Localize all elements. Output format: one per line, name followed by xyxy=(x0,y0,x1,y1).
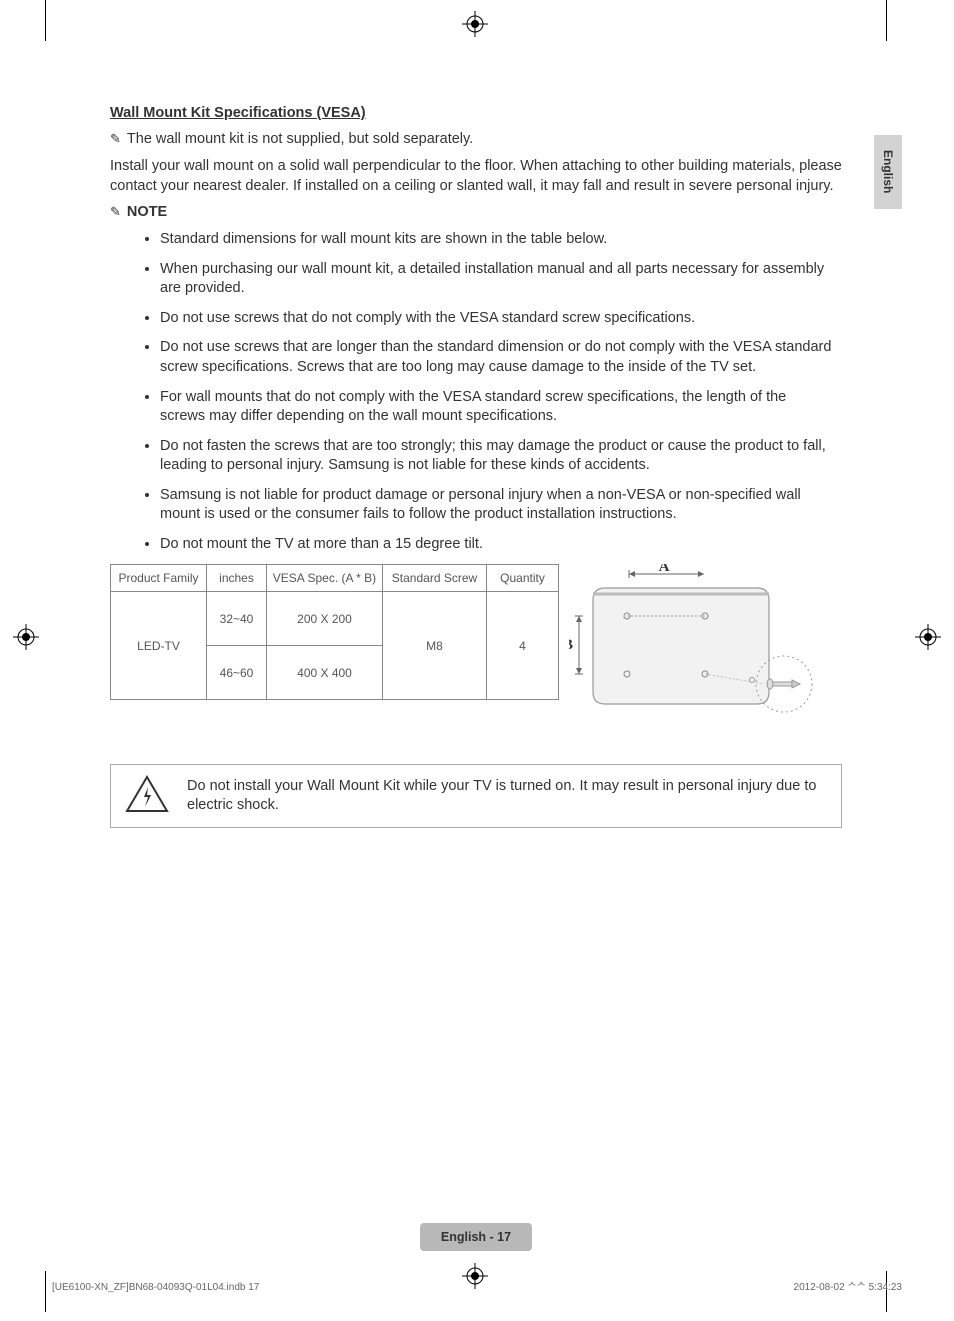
list-item: Standard dimensions for wall mount kits … xyxy=(160,230,842,250)
print-filename: [UE6100-XN_ZF]BN68-04093Q-01L04.indb 17 xyxy=(52,1282,259,1293)
registration-mark-icon xyxy=(462,1263,488,1293)
body-paragraph: Install your wall mount on a solid wall … xyxy=(110,157,842,196)
diagram-label-b: B xyxy=(569,637,573,653)
shock-warning-icon xyxy=(125,775,169,817)
col-header-quantity: Quantity xyxy=(487,565,559,592)
crop-mark xyxy=(886,0,887,41)
note-icon: ✎ xyxy=(110,204,121,220)
cell-inches: 46~60 xyxy=(207,646,267,700)
spec-table: Product Family inches VESA Spec. (A * B)… xyxy=(110,564,559,700)
registration-mark-icon xyxy=(462,11,488,41)
cell-vesa: 400 X 400 xyxy=(267,646,383,700)
list-item: Do not fasten the screws that are too st… xyxy=(160,437,842,476)
page-footer-text: English - 17 xyxy=(441,1230,511,1244)
page-footer-badge: English - 17 xyxy=(420,1223,532,1251)
list-item: For wall mounts that do not comply with … xyxy=(160,388,842,427)
registration-mark-icon xyxy=(915,624,941,654)
list-item: Do not mount the TV at more than a 15 de… xyxy=(160,535,842,555)
col-header-screw: Standard Screw xyxy=(383,565,487,592)
col-header-vesa: VESA Spec. (A * B) xyxy=(267,565,383,592)
cell-inches: 32~40 xyxy=(207,592,267,646)
cell-product-family: LED-TV xyxy=(111,592,207,700)
section-title: Wall Mount Kit Specifications (VESA) xyxy=(110,105,842,121)
registration-mark-icon xyxy=(13,624,39,654)
language-tab-label: English xyxy=(881,150,895,193)
tv-back-diagram: A B xyxy=(569,564,829,714)
crop-mark xyxy=(45,0,46,41)
language-tab: English xyxy=(874,135,902,209)
page-content: Wall Mount Kit Specifications (VESA) ✎ T… xyxy=(110,105,842,828)
table-header-row: Product Family inches VESA Spec. (A * B)… xyxy=(111,565,559,592)
warning-text: Do not install your Wall Mount Kit while… xyxy=(187,777,827,816)
note-heading: NOTE xyxy=(127,204,167,220)
table-row: LED-TV 32~40 200 X 200 M8 4 xyxy=(111,592,559,646)
note-heading-line: ✎ NOTE xyxy=(110,204,842,220)
crop-mark xyxy=(45,1271,46,1312)
list-item: When purchasing our wall mount kit, a de… xyxy=(160,260,842,299)
note-icon: ✎ xyxy=(110,131,121,147)
print-timestamp: 2012-08-02 ᄉᄉ 5:34:23 xyxy=(794,1278,902,1293)
cell-quantity: 4 xyxy=(487,592,559,700)
note-bullet-list: Standard dimensions for wall mount kits … xyxy=(110,230,842,554)
list-item: Do not use screws that do not comply wit… xyxy=(160,309,842,329)
diagram-label-a: A xyxy=(659,564,670,575)
warning-box: Do not install your Wall Mount Kit while… xyxy=(110,764,842,828)
intro-note-text: The wall mount kit is not supplied, but … xyxy=(127,131,473,147)
list-item: Do not use screws that are longer than t… xyxy=(160,338,842,377)
spec-row: Product Family inches VESA Spec. (A * B)… xyxy=(110,564,842,714)
intro-note-line: ✎ The wall mount kit is not supplied, bu… xyxy=(110,131,842,147)
cell-vesa: 200 X 200 xyxy=(267,592,383,646)
cell-screw: M8 xyxy=(383,592,487,700)
list-item: Samsung is not liable for product damage… xyxy=(160,486,842,525)
col-header-inches: inches xyxy=(207,565,267,592)
col-header-product-family: Product Family xyxy=(111,565,207,592)
